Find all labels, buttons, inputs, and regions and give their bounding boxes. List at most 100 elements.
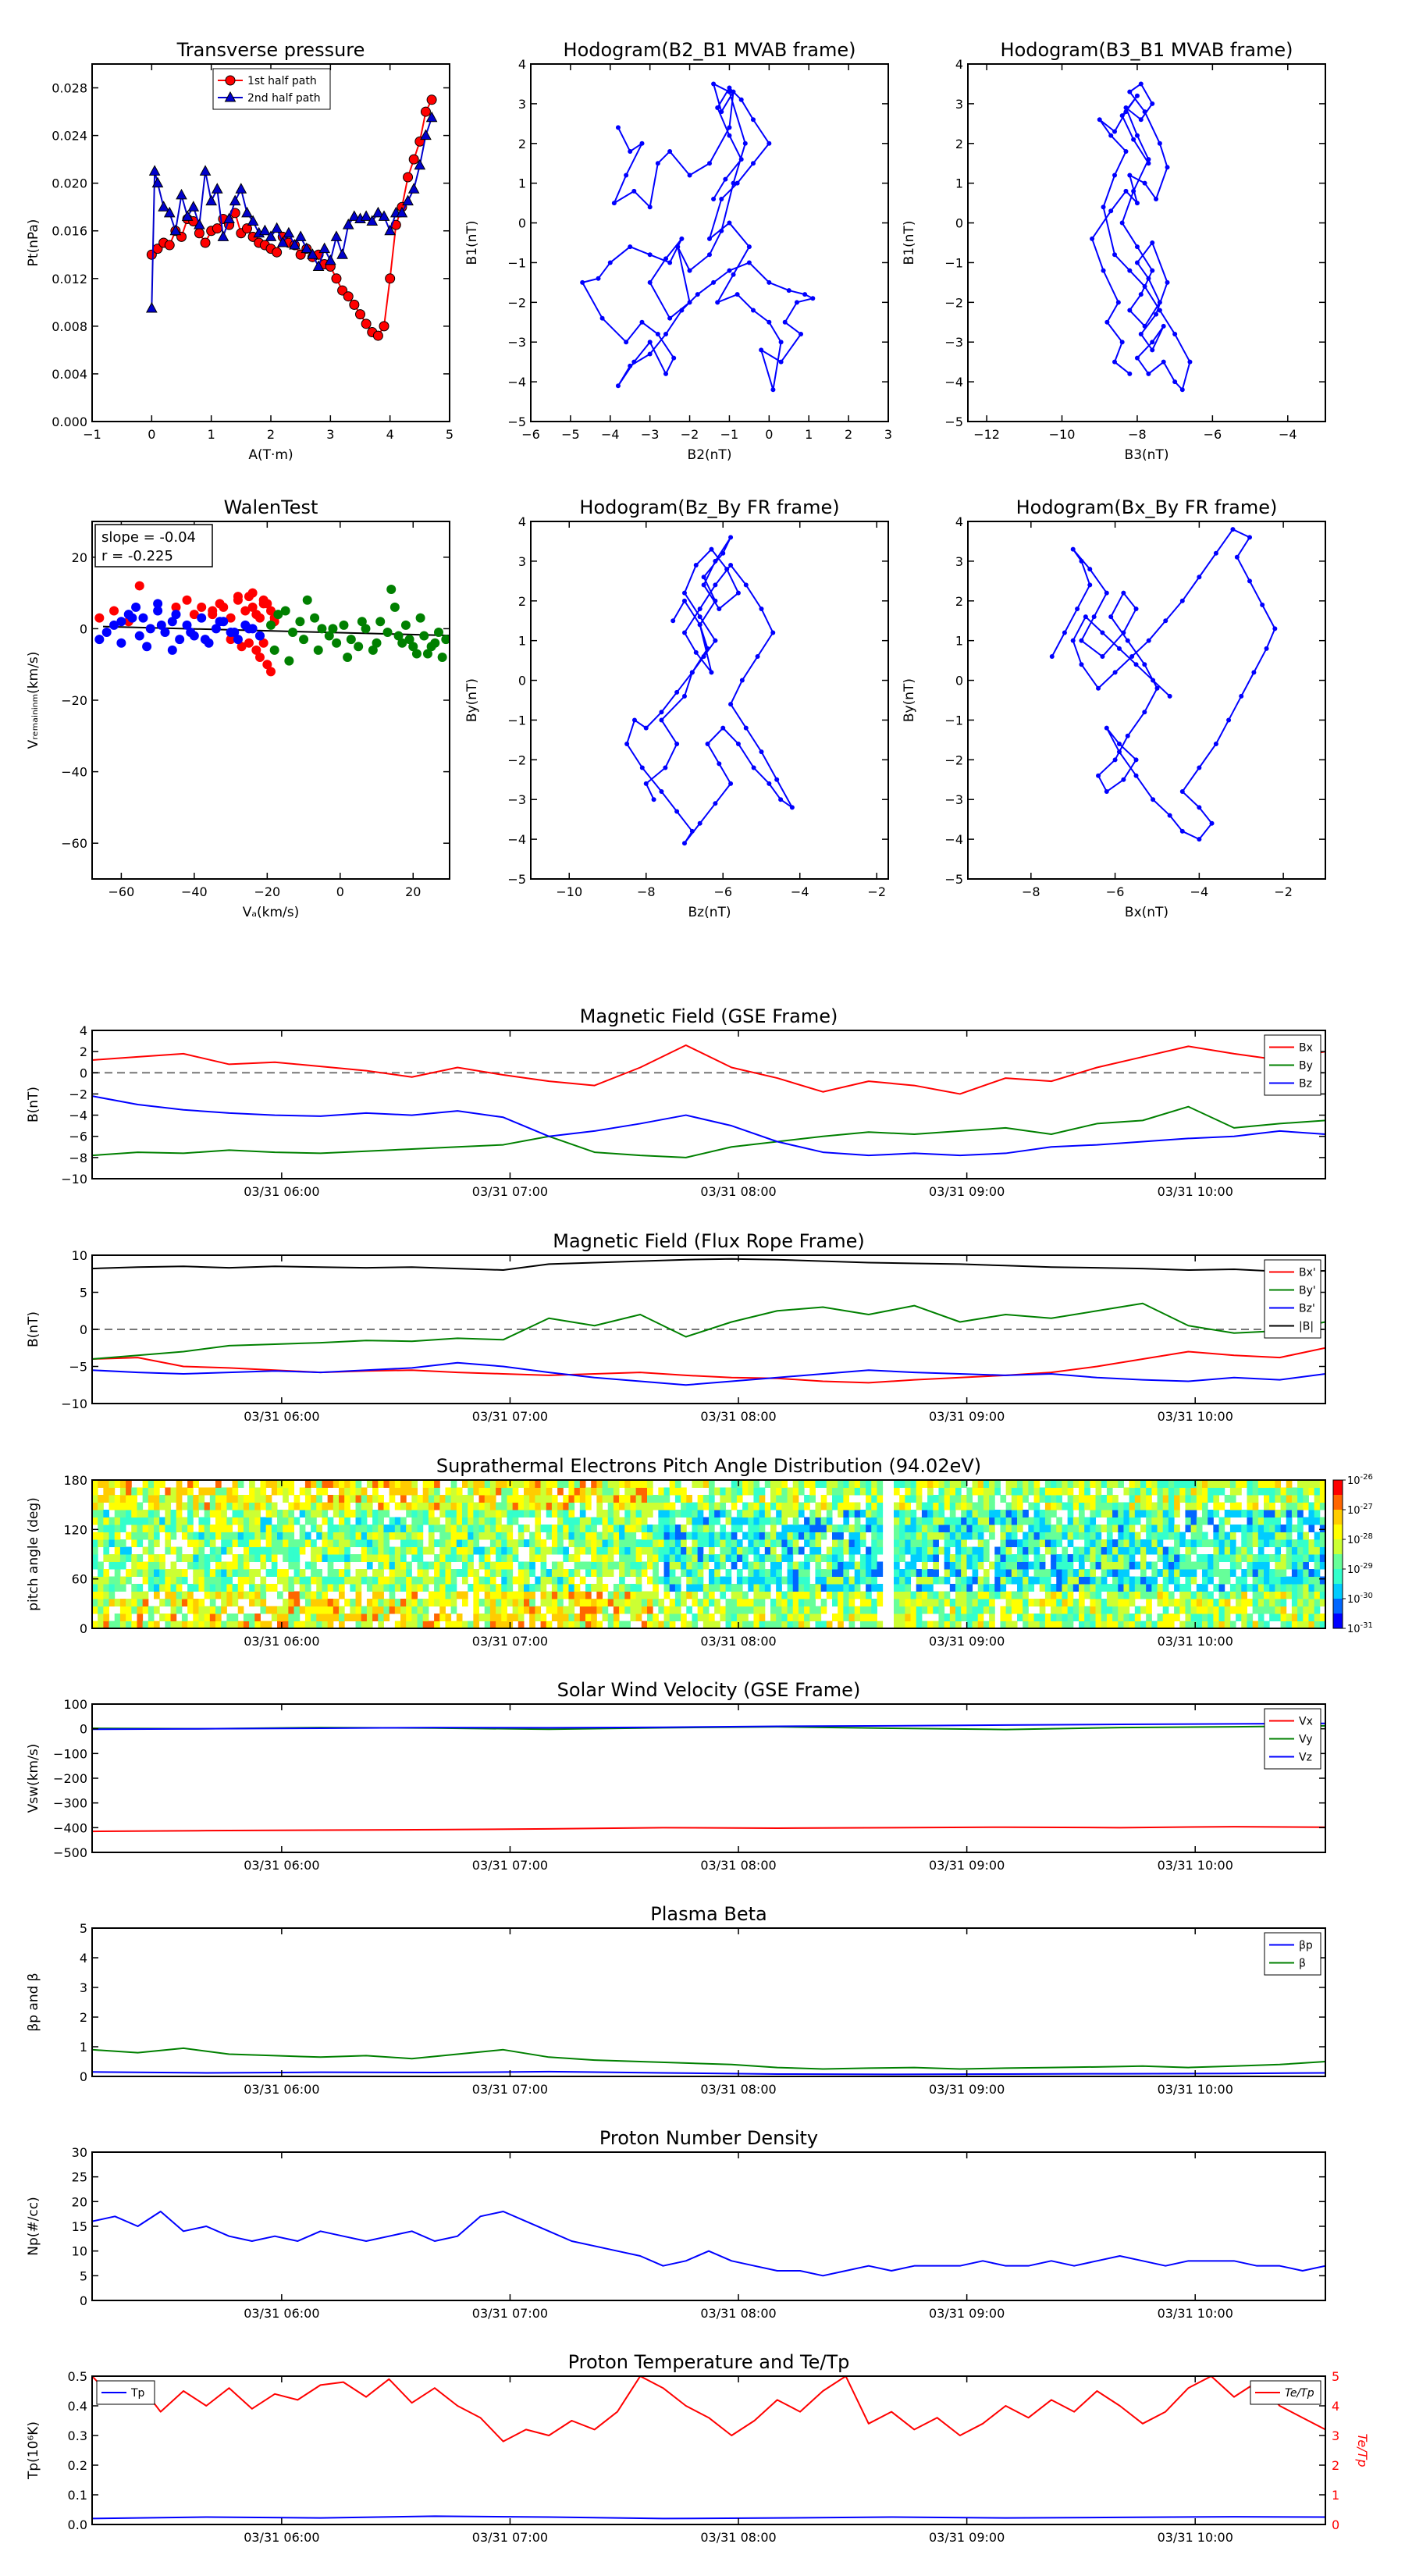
heatmap-cell <box>568 1480 575 1488</box>
heatmap-cell <box>709 1599 715 1606</box>
heatmap-cell <box>1286 1495 1293 1503</box>
heatmap-cell <box>1314 1576 1321 1585</box>
heatmap-cell <box>535 1614 542 1621</box>
heatmap-cell <box>720 1510 727 1517</box>
data-point <box>1091 614 1097 620</box>
data-point <box>404 635 414 645</box>
heatmap-cell <box>1044 1569 1051 1577</box>
heatmap-cell <box>473 1510 480 1517</box>
heatmap-cell <box>1095 1599 1102 1606</box>
heatmap-cell <box>1303 1591 1309 1599</box>
heatmap-cell <box>170 1584 177 1592</box>
heatmap-cell <box>977 1606 984 1614</box>
heatmap-cell <box>288 1591 295 1599</box>
y-tick-label: 20 <box>72 2194 87 2209</box>
heatmap-cell <box>131 1569 137 1577</box>
heatmap-cell <box>927 1606 934 1614</box>
heatmap-cell <box>1286 1576 1293 1585</box>
heatmap-cell <box>181 1532 188 1540</box>
series-2nd half path <box>145 111 438 313</box>
heatmap-cell <box>406 1502 412 1510</box>
heatmap-cell <box>1084 1546 1090 1555</box>
heatmap-cell <box>1056 1517 1062 1525</box>
heatmap-cell <box>462 1621 468 1628</box>
heatmap-cell <box>927 1546 934 1555</box>
heatmap-cell <box>1275 1561 1282 1570</box>
data-point <box>1119 113 1125 119</box>
heatmap-cell <box>653 1554 659 1562</box>
heatmap-cell <box>709 1502 715 1510</box>
heatmap-cell <box>681 1487 687 1496</box>
heatmap-cell <box>753 1614 760 1621</box>
heatmap-cell <box>1039 1599 1046 1606</box>
heatmap-cell <box>98 1614 104 1621</box>
heatmap-cell <box>983 1502 990 1510</box>
data-point <box>643 781 649 786</box>
heatmap-cell <box>1090 1532 1097 1540</box>
y-tick-label: 4 <box>80 1951 87 1966</box>
heatmap-cell <box>473 1517 480 1525</box>
heatmap-cell <box>333 1532 340 1540</box>
data-point <box>628 363 633 368</box>
heatmap-cell <box>92 1480 98 1488</box>
heatmap-cell <box>311 1495 317 1503</box>
heatmap-cell <box>468 1487 474 1496</box>
heatmap-cell <box>1106 1614 1113 1621</box>
heatmap-cell <box>271 1554 278 1562</box>
heatmap-cell <box>394 1569 401 1577</box>
heatmap-cell <box>669 1502 676 1510</box>
heatmap-cell <box>1157 1502 1164 1510</box>
heatmap-cell <box>804 1569 810 1577</box>
data-point <box>689 670 695 675</box>
heatmap-cell <box>1028 1539 1035 1547</box>
heatmap-cell <box>293 1576 301 1585</box>
heatmap-cell <box>103 1576 110 1585</box>
heatmap-cell <box>787 1525 794 1532</box>
heatmap-cell <box>1252 1584 1259 1592</box>
heatmap-cell <box>551 1546 558 1555</box>
data-point <box>674 741 680 746</box>
heatmap-cell <box>209 1621 216 1628</box>
heatmap-cell <box>254 1591 261 1599</box>
heatmap-cell <box>265 1546 272 1555</box>
data-point <box>1127 89 1133 94</box>
heatmap-cell <box>585 1569 592 1577</box>
heatmap-cell <box>484 1532 491 1540</box>
heatmap-cell <box>905 1546 912 1555</box>
heatmap-cell <box>938 1621 945 1628</box>
heatmap-cell <box>641 1546 648 1555</box>
heatmap-cell <box>271 1525 278 1532</box>
data-point <box>711 197 717 202</box>
heatmap-cell <box>137 1517 144 1525</box>
heatmap-cell <box>254 1517 261 1525</box>
heatmap-cell <box>159 1495 165 1503</box>
heatmap-cell <box>378 1517 384 1525</box>
heatmap-cell <box>478 1495 486 1503</box>
heatmap-cell <box>489 1487 496 1496</box>
heatmap-cell <box>462 1480 468 1488</box>
y-tick-label: −5 <box>944 872 963 887</box>
axes-frame <box>91 1927 1326 2077</box>
heatmap-cell <box>131 1525 137 1532</box>
heatmap-cell <box>249 1576 255 1585</box>
y-tick-label: −10 <box>61 1397 87 1411</box>
heatmap-cell <box>114 1584 121 1592</box>
heatmap-cell <box>439 1510 446 1517</box>
heatmap-cell <box>1286 1517 1293 1525</box>
heatmap-cell <box>899 1591 905 1599</box>
heatmap-cell <box>949 1561 956 1570</box>
heatmap-cell <box>1252 1539 1259 1547</box>
heatmap-cell <box>1236 1606 1242 1614</box>
heatmap-cell <box>1101 1480 1108 1488</box>
heatmap-cell <box>848 1554 855 1562</box>
y-axis-label: B(nT) <box>26 1087 41 1123</box>
heatmap-cell <box>1308 1606 1315 1614</box>
heatmap-cell <box>658 1495 665 1503</box>
heatmap-cell <box>271 1510 278 1517</box>
data-point <box>331 273 342 284</box>
heatmap-cell <box>1039 1621 1046 1628</box>
heatmap-cell <box>1218 1532 1225 1540</box>
heatmap-cell <box>1079 1546 1085 1555</box>
heatmap-cell <box>1056 1554 1062 1562</box>
heatmap-cell <box>731 1606 738 1614</box>
